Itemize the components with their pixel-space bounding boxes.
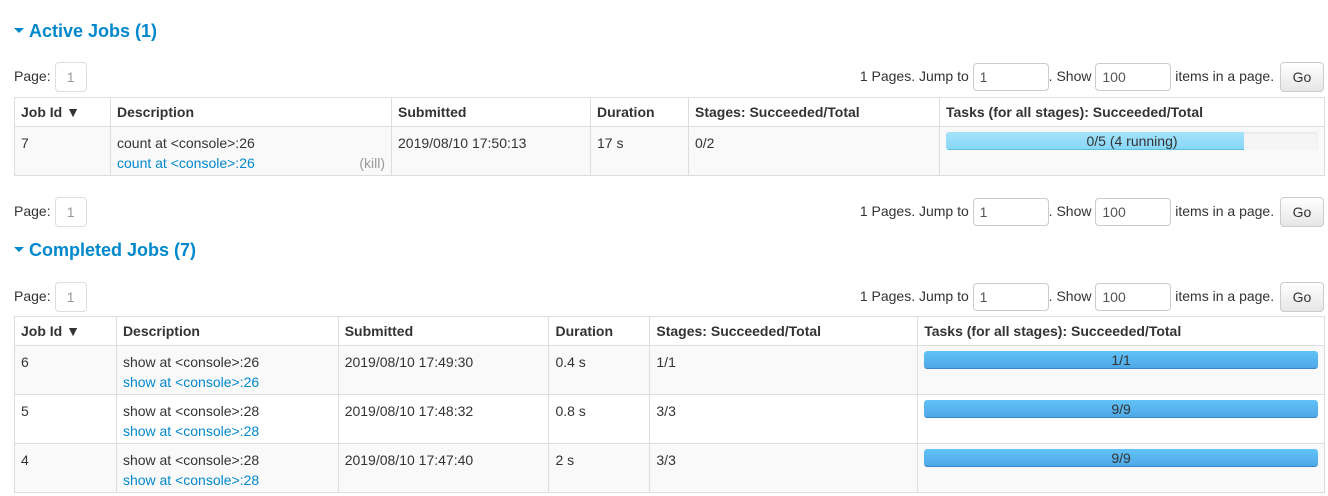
jump-to-page-input[interactable] xyxy=(972,283,1049,312)
completed-jobs-toggle[interactable]: Completed Jobs (7) xyxy=(14,240,196,261)
tasks-progress: 0/5 (4 running) xyxy=(939,126,1325,176)
column-header[interactable]: Stages: Succeeded/Total xyxy=(649,316,919,346)
progress-fill xyxy=(924,400,1318,418)
go-button[interactable]: Go xyxy=(1280,62,1324,93)
page-size-input[interactable] xyxy=(1095,198,1172,227)
job-link[interactable]: show at <console>:28 xyxy=(122,472,260,488)
active-jobs-toggle[interactable]: Active Jobs (1) xyxy=(14,21,157,42)
description-text: show at <console>:28 xyxy=(122,452,260,468)
collapse-arrow-icon xyxy=(14,246,24,252)
go-button[interactable]: Go xyxy=(1280,282,1324,313)
submitted-time: 2019/08/10 17:47:40 xyxy=(337,443,550,493)
pages-text: 1 Pages. Jump to xyxy=(859,288,969,304)
job-id: 4 xyxy=(14,443,117,493)
column-header[interactable]: Submitted xyxy=(337,316,550,346)
jump-to-page-input[interactable] xyxy=(972,63,1049,92)
progress-bar: 1/1 xyxy=(924,351,1318,369)
items-text: items in a page. xyxy=(1175,288,1275,304)
duration: 17 s xyxy=(590,126,689,176)
column-header[interactable]: Tasks (for all stages): Succeeded/Total xyxy=(917,316,1325,346)
progress-fill xyxy=(924,449,1318,467)
stages-count: 1/1 xyxy=(649,345,919,395)
header-row: Job Id ▼ Description Submitted Duration Stag… xyxy=(14,316,1325,346)
column-header[interactable]: Stages: Succeeded/Total xyxy=(688,97,940,127)
job-description: show at <console>:28 show at <console>:28 xyxy=(115,394,339,444)
items-text: items in a page. xyxy=(1175,203,1275,219)
tasks-progress: 9/9 xyxy=(917,443,1325,493)
job-description: count at <console>:26 (kill) count at <con… xyxy=(110,126,392,176)
show-text: . Show xyxy=(1048,68,1092,84)
stages-count: 0/2 xyxy=(688,126,940,176)
pager-active-top: Page:1 1 Pages. Jump to . Show items in … xyxy=(14,61,1324,93)
progress-label: 1/1 xyxy=(1111,352,1131,368)
active-jobs-table: Job Id ▼ Description Submitted Duration Stag… xyxy=(14,97,1325,176)
job-row: 4 show at <console>:28 show at <console>:… xyxy=(14,443,1325,493)
column-header[interactable]: Tasks (for all stages): Succeeded/Total xyxy=(939,97,1325,127)
progress-fill xyxy=(946,132,1244,150)
page-label: Page: xyxy=(14,203,51,219)
show-text: . Show xyxy=(1048,288,1092,304)
column-header[interactable]: Description xyxy=(110,97,392,127)
job-id: 5 xyxy=(14,394,117,444)
items-text: items in a page. xyxy=(1175,68,1275,84)
page-size-input[interactable] xyxy=(1095,63,1172,92)
duration: 2 s xyxy=(548,443,651,493)
pager-active-bottom: Page:1 1 Pages. Jump to . Show items in … xyxy=(14,196,1324,228)
page-button-1[interactable]: 1 xyxy=(54,282,87,313)
go-button[interactable]: Go xyxy=(1280,197,1324,228)
column-header[interactable]: Submitted xyxy=(391,97,591,127)
page-button-1[interactable]: 1 xyxy=(54,197,87,228)
tasks-progress: 1/1 xyxy=(917,345,1325,395)
job-link[interactable]: show at <console>:28 xyxy=(122,423,260,439)
stages-count: 3/3 xyxy=(649,394,919,444)
pages-text: 1 Pages. Jump to xyxy=(859,203,969,219)
column-header[interactable]: Job Id ▼ xyxy=(14,97,111,127)
job-row: 5 show at <console>:28 show at <console>:… xyxy=(14,394,1325,444)
job-row: 7 count at <console>:26 (kill) count at <c… xyxy=(14,126,1325,176)
page-size-input[interactable] xyxy=(1095,283,1172,312)
job-description: show at <console>:28 show at <console>:28 xyxy=(115,443,339,493)
submitted-time: 2019/08/10 17:50:13 xyxy=(391,126,591,176)
progress-label: 9/9 xyxy=(1111,450,1131,466)
progress-label: 9/9 xyxy=(1111,401,1131,417)
progress-bar: 0/5 (4 running) xyxy=(946,132,1318,150)
column-header[interactable]: Duration xyxy=(590,97,689,127)
progress-bar: 9/9 xyxy=(924,400,1318,418)
job-link[interactable]: count at <console>:26 xyxy=(117,155,255,171)
progress-bar: 9/9 xyxy=(924,449,1318,467)
column-header[interactable]: Description xyxy=(115,316,339,346)
job-description: show at <console>:26 show at <console>:26 xyxy=(115,345,339,395)
progress-fill xyxy=(924,351,1318,369)
show-text: . Show xyxy=(1048,203,1092,219)
description-text: count at <console>:26 xyxy=(117,135,255,151)
job-row: 6 show at <console>:26 show at <console>:… xyxy=(14,345,1325,395)
tasks-progress: 9/9 xyxy=(917,394,1325,444)
job-id: 6 xyxy=(14,345,117,395)
page-button-1[interactable]: 1 xyxy=(54,62,87,93)
description-text: show at <console>:26 xyxy=(122,354,260,370)
stages-count: 3/3 xyxy=(649,443,919,493)
job-id: 7 xyxy=(14,126,111,176)
completed-jobs-table: Job Id ▼ Description Submitted Duration Stag… xyxy=(14,316,1325,493)
duration: 0.8 s xyxy=(548,394,651,444)
jump-to-page-input[interactable] xyxy=(972,198,1049,227)
header-row: Job Id ▼ Description Submitted Duration Stag… xyxy=(14,97,1325,127)
pages-text: 1 Pages. Jump to xyxy=(859,68,969,84)
submitted-time: 2019/08/10 17:48:32 xyxy=(337,394,550,444)
job-link[interactable]: show at <console>:26 xyxy=(122,374,260,390)
duration: 0.4 s xyxy=(548,345,651,395)
submitted-time: 2019/08/10 17:49:30 xyxy=(337,345,550,395)
column-header[interactable]: Job Id ▼ xyxy=(14,316,117,346)
collapse-arrow-icon xyxy=(14,27,24,33)
pager-completed-top: Page:1 1 Pages. Jump to . Show items in … xyxy=(14,281,1324,313)
column-header[interactable]: Duration xyxy=(548,316,651,346)
progress-label: 0/5 (4 running) xyxy=(1086,133,1178,149)
page-label: Page: xyxy=(14,68,51,84)
description-text: show at <console>:28 xyxy=(122,403,260,419)
page-label: Page: xyxy=(14,288,51,304)
kill-link[interactable]: (kill) xyxy=(359,155,385,171)
